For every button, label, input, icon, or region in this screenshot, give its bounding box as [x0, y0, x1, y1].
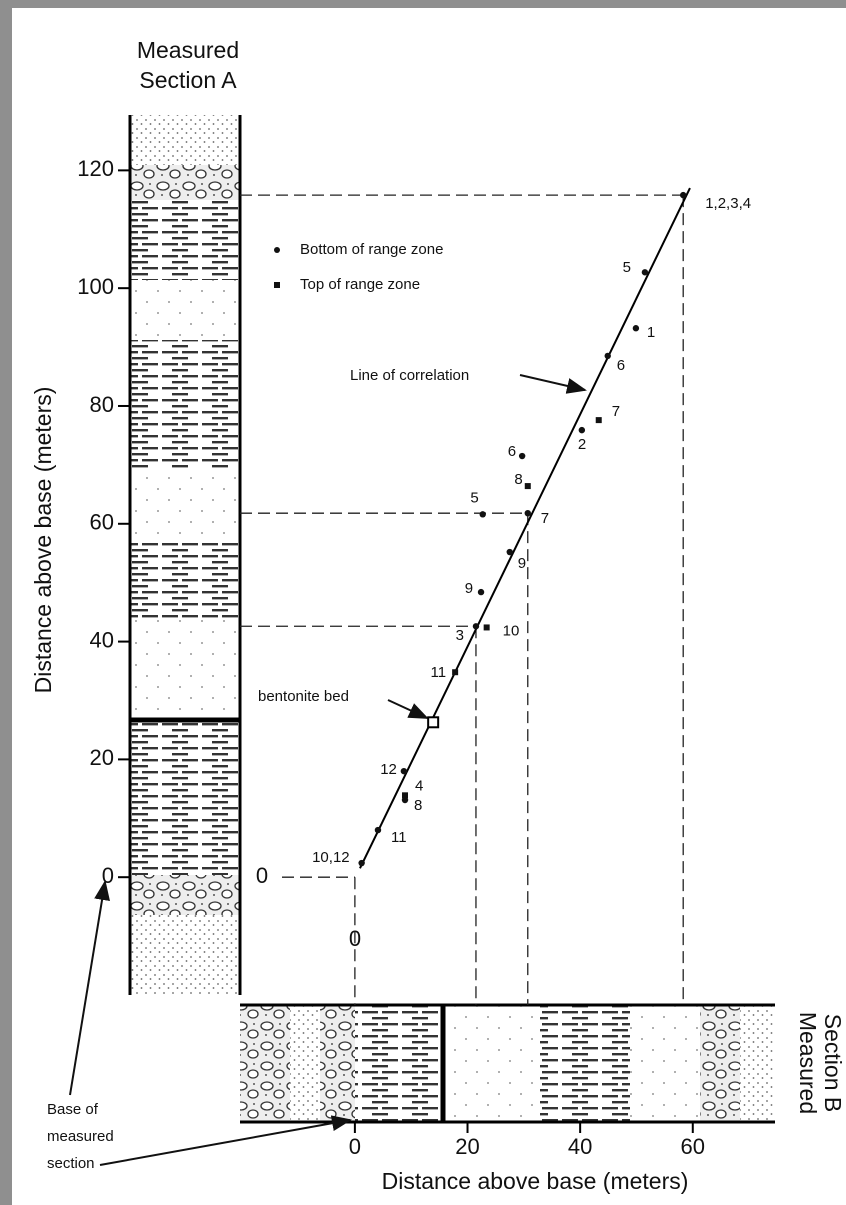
point-label: 12	[380, 761, 397, 778]
point-label: 5	[470, 489, 478, 506]
point-label: 8	[514, 471, 522, 488]
point	[524, 483, 531, 490]
section-b-label: Section B	[820, 1014, 846, 1112]
point	[604, 352, 611, 360]
point	[506, 548, 513, 556]
line-arrow	[519, 374, 587, 394]
x-tick-label: 60	[681, 1134, 705, 1159]
point-label: 10	[503, 622, 520, 639]
bentonite-label: bentonite bed	[258, 688, 349, 705]
point	[477, 588, 485, 596]
legend-label: Top of range zone	[300, 276, 420, 293]
point	[479, 511, 486, 518]
point-label: 4	[415, 777, 423, 794]
point-label: 6	[508, 443, 516, 460]
y-tick-label: 0	[102, 863, 114, 888]
y-tick-label: 100	[77, 274, 114, 299]
base-arrow	[99, 1115, 352, 1166]
point-label: 3	[456, 627, 464, 644]
x-tick-label: 20	[455, 1134, 479, 1159]
y-tick-label: 80	[90, 392, 114, 417]
bentonite-arrow	[387, 699, 429, 719]
point-label: 11	[391, 829, 407, 846]
bentonite-point	[427, 716, 440, 729]
point	[374, 826, 382, 834]
point	[632, 325, 640, 332]
y-tick-label: 20	[90, 745, 114, 770]
point	[518, 452, 526, 460]
origin-label: 0	[256, 863, 268, 888]
x-axis-label: Distance above base (meters)	[382, 1168, 689, 1194]
point	[452, 669, 459, 676]
section-b-label: Measured	[795, 1012, 821, 1114]
point	[402, 792, 409, 799]
point-label: 7	[541, 510, 549, 527]
x-tick-label: 0	[349, 1134, 361, 1159]
point	[400, 767, 408, 775]
y-axis-label: Distance above base (meters)	[30, 387, 56, 694]
point	[401, 796, 409, 804]
base-label: section	[47, 1155, 95, 1172]
section-a-label: Measured	[137, 37, 239, 63]
point	[483, 624, 490, 631]
x-tick-label: 40	[568, 1134, 592, 1159]
point-label: 9	[465, 580, 473, 597]
point-label: 2	[578, 436, 586, 453]
base-arrow	[69, 880, 110, 1096]
section-b-column	[240, 1003, 775, 1124]
point	[472, 623, 480, 630]
point-label: 8	[414, 797, 422, 814]
point	[680, 191, 687, 199]
line-label: Line of correlation	[350, 367, 469, 384]
point-label: 9	[518, 555, 526, 572]
y-tick-label: 60	[90, 510, 114, 535]
legend-label: Bottom of range zone	[300, 241, 443, 258]
base-label: Base of	[47, 1101, 99, 1118]
legend-marker	[274, 247, 280, 253]
point-label: 1	[647, 324, 655, 341]
point-label: 5	[623, 259, 631, 276]
legend-marker	[274, 282, 280, 288]
point-label: 11	[431, 664, 447, 681]
y-tick-label: 120	[77, 156, 114, 181]
point	[358, 859, 365, 867]
point-label: 1,2,3,4	[705, 195, 751, 212]
point-label: 10,12	[312, 849, 350, 866]
point-label: 7	[612, 403, 620, 420]
section-a-label: Section A	[139, 67, 237, 93]
point	[524, 509, 531, 517]
point	[578, 426, 586, 434]
section-a-column	[128, 115, 242, 995]
point-label: 6	[617, 357, 625, 374]
y-tick-label: 40	[90, 627, 114, 652]
correlation-line	[359, 187, 691, 869]
point	[595, 417, 602, 424]
base-label: measured	[47, 1128, 114, 1145]
point	[641, 269, 649, 276]
